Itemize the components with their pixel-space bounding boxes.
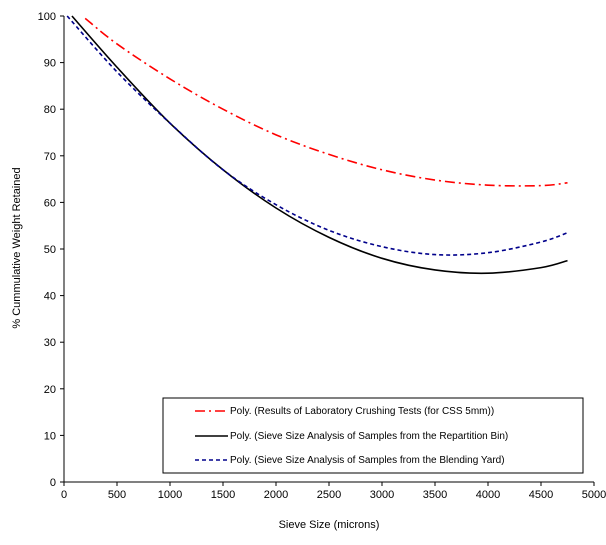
series-line-blending-yard	[66, 15, 568, 256]
legend-label-repartition-bin: Poly. (Sieve Size Analysis of Samples fr…	[230, 431, 508, 442]
y-tick-label: 50	[44, 244, 56, 256]
series-line-repartition-bin	[71, 15, 568, 275]
x-tick-label: 1500	[211, 489, 235, 501]
series-line-crushing-tests	[84, 17, 568, 187]
y-axis-title: % Cummulative Weight Retained	[11, 167, 23, 328]
x-tick-label: 5000	[582, 489, 606, 501]
legend-label-crushing-tests: Poly. (Results of Laboratory Crushing Te…	[230, 406, 494, 417]
series-layer	[66, 15, 568, 275]
x-tick-label: 4000	[476, 489, 500, 501]
x-tick-label: 4500	[529, 489, 553, 501]
ticks-layer: 0 500 1000 1500 2000 2500 3000 3500 4000 4500 5000…	[38, 11, 606, 501]
y-tick-label: 80	[44, 104, 56, 116]
x-tick-label: 1000	[158, 489, 182, 501]
x-tick-label: 500	[108, 489, 126, 501]
y-tick-label: 10	[44, 430, 56, 442]
y-tick-label: 70	[44, 151, 56, 163]
y-tick-label: 30	[44, 337, 56, 349]
x-tick-label: 2000	[264, 489, 288, 501]
y-tick-label: 60	[44, 197, 56, 209]
x-tick-label: 0	[61, 489, 67, 501]
y-tick-label: 0	[50, 477, 56, 489]
y-tick-label: 90	[44, 58, 56, 70]
y-tick-label: 40	[44, 291, 56, 303]
x-tick-label: 3500	[423, 489, 447, 501]
legend: Poly. (Results of Laboratory Crushing Te…	[162, 397, 584, 474]
y-tick-label: 100	[38, 11, 56, 23]
x-tick-label: 3000	[370, 489, 394, 501]
legend-label-blending-yard: Poly. (Sieve Size Analysis of Samples fr…	[230, 455, 505, 466]
x-axis-title: Sieve Size (microns)	[279, 519, 380, 531]
x-tick-label: 2500	[317, 489, 341, 501]
legend-box	[162, 397, 584, 474]
y-tick-label: 20	[44, 384, 56, 396]
